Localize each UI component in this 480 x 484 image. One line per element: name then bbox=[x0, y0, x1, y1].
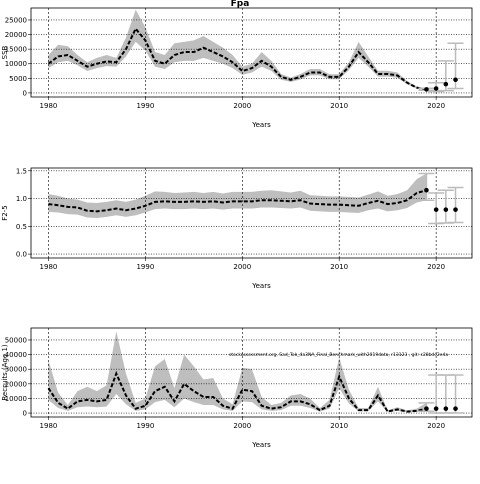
y-tick-label: 0 bbox=[23, 410, 27, 418]
x-tick-label: 2010 bbox=[330, 263, 348, 271]
y-axis-label: SSB bbox=[1, 45, 9, 59]
projection-point bbox=[443, 81, 449, 87]
x-tick-label: 2000 bbox=[233, 422, 251, 430]
x-tick-label: 1990 bbox=[136, 422, 154, 430]
y-tick-label: 0.5 bbox=[16, 223, 27, 231]
x-tick-label: 1980 bbox=[40, 102, 58, 110]
x-tick-label: 1990 bbox=[136, 102, 154, 110]
y-tick-label: 25000 bbox=[5, 16, 27, 24]
projection-point bbox=[424, 87, 429, 92]
y-tick-label: 5000 bbox=[9, 75, 27, 83]
confidence-band bbox=[48, 331, 427, 413]
x-tick-label: 2010 bbox=[330, 102, 348, 110]
x-tick-label: 1980 bbox=[40, 263, 58, 271]
y-tick-label: 20000 bbox=[5, 31, 27, 39]
confidence-band bbox=[48, 173, 427, 218]
y-tick-label: 10000 bbox=[5, 60, 27, 68]
y-tick-label: 20000 bbox=[5, 380, 27, 388]
chart-title: Fpa bbox=[231, 0, 250, 9]
projection-point bbox=[433, 207, 439, 212]
y-tick-label: 30000 bbox=[5, 366, 27, 374]
projection-point bbox=[443, 207, 449, 212]
projection-point bbox=[433, 406, 439, 411]
x-axis-label: Years bbox=[251, 282, 271, 290]
y-axis-label: F2-5 bbox=[1, 205, 9, 220]
y-tick-label: 1.0 bbox=[16, 195, 27, 203]
x-tick-label: 2010 bbox=[330, 422, 348, 430]
x-axis-label: Years bbox=[251, 121, 271, 129]
y-tick-label: 1.5 bbox=[16, 167, 27, 175]
y-tick-label: 0 bbox=[23, 89, 27, 97]
x-tick-label: 2020 bbox=[427, 422, 445, 430]
plot-frame bbox=[30, 327, 473, 418]
y-tick-label: 40000 bbox=[5, 351, 27, 359]
y-axis-label: Recruits (Age 1) bbox=[1, 344, 9, 401]
y-tick-label: 15000 bbox=[5, 46, 27, 54]
projection-point bbox=[443, 406, 449, 411]
projection-point bbox=[424, 187, 429, 193]
projection-point bbox=[424, 406, 429, 411]
x-tick-label: 2000 bbox=[233, 102, 251, 110]
x-tick-label: 2000 bbox=[233, 263, 251, 271]
projection-point bbox=[433, 86, 439, 91]
plot-frame bbox=[30, 7, 473, 98]
estimate-line bbox=[47, 26, 427, 91]
projection-point bbox=[453, 406, 458, 411]
x-axis-label: Years bbox=[251, 441, 271, 449]
plot-frame bbox=[30, 167, 473, 259]
x-tick-label: 2020 bbox=[427, 102, 445, 110]
x-tick-label: 2020 bbox=[427, 263, 445, 271]
confidence-band bbox=[48, 9, 427, 91]
x-tick-label: 1990 bbox=[136, 263, 154, 271]
x-tick-label: 1980 bbox=[40, 422, 58, 430]
estimate-line bbox=[48, 189, 427, 213]
y-tick-label: 50000 bbox=[5, 336, 27, 344]
y-tick-label: 10000 bbox=[5, 395, 27, 403]
projection-point bbox=[453, 207, 458, 212]
estimate-line bbox=[47, 370, 427, 413]
y-tick-label: 0.0 bbox=[16, 251, 27, 259]
projection-point bbox=[453, 77, 458, 83]
annotation: stockassessment.org, Sad_Tok_4a3NA_Final… bbox=[229, 352, 448, 358]
